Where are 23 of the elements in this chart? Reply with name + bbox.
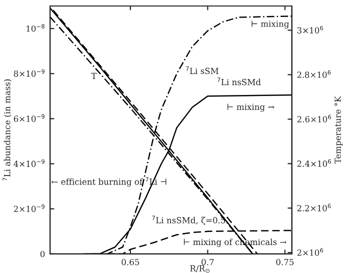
y-tick-label: 6×10$^{−9}$ (14, 114, 45, 122)
y2-tick-label: 2×10$^{6}$ (297, 248, 324, 256)
y2-axis-title: Temperature °K (334, 96, 343, 164)
annotation: $^{7}$Li sSM (186, 66, 218, 74)
y2-tick-label: 2.8×10$^{6}$ (297, 70, 331, 78)
y2-tick-label: 3×10$^{6}$ (297, 26, 324, 34)
annotation: T (91, 72, 97, 79)
x-tick-label: 0.75 (276, 258, 294, 266)
y-tick-label: 0 (40, 250, 45, 258)
x-tick-label: 0.65 (122, 258, 140, 266)
annotation: $^{7}$Li nsSMd (217, 78, 261, 86)
x-tick-label: 0.7 (202, 258, 214, 266)
y-tick-label: 4×10$^{−9}$ (14, 159, 45, 167)
y-tick-label: 2×10$^{−9}$ (14, 204, 45, 212)
y-axis-title: $^{7}$Li abundance (in mass) (2, 79, 12, 181)
y2-tick-label: 2.2×10$^{6}$ (297, 204, 331, 212)
y-tick-label: 10$^{−8}$ (26, 24, 44, 32)
y2-tick-label: 2.6×10$^{6}$ (297, 114, 332, 122)
annotation: ⊢ mixing → (227, 104, 274, 112)
y2-tick-label: 2.4×10$^{6}$ (297, 159, 332, 167)
x-axis-title: R/R$_{⊙}$ (190, 265, 210, 273)
y-tick-label: 8×10$^{−9}$ (14, 69, 45, 77)
annotation: ⊢ mixing (252, 20, 289, 29)
